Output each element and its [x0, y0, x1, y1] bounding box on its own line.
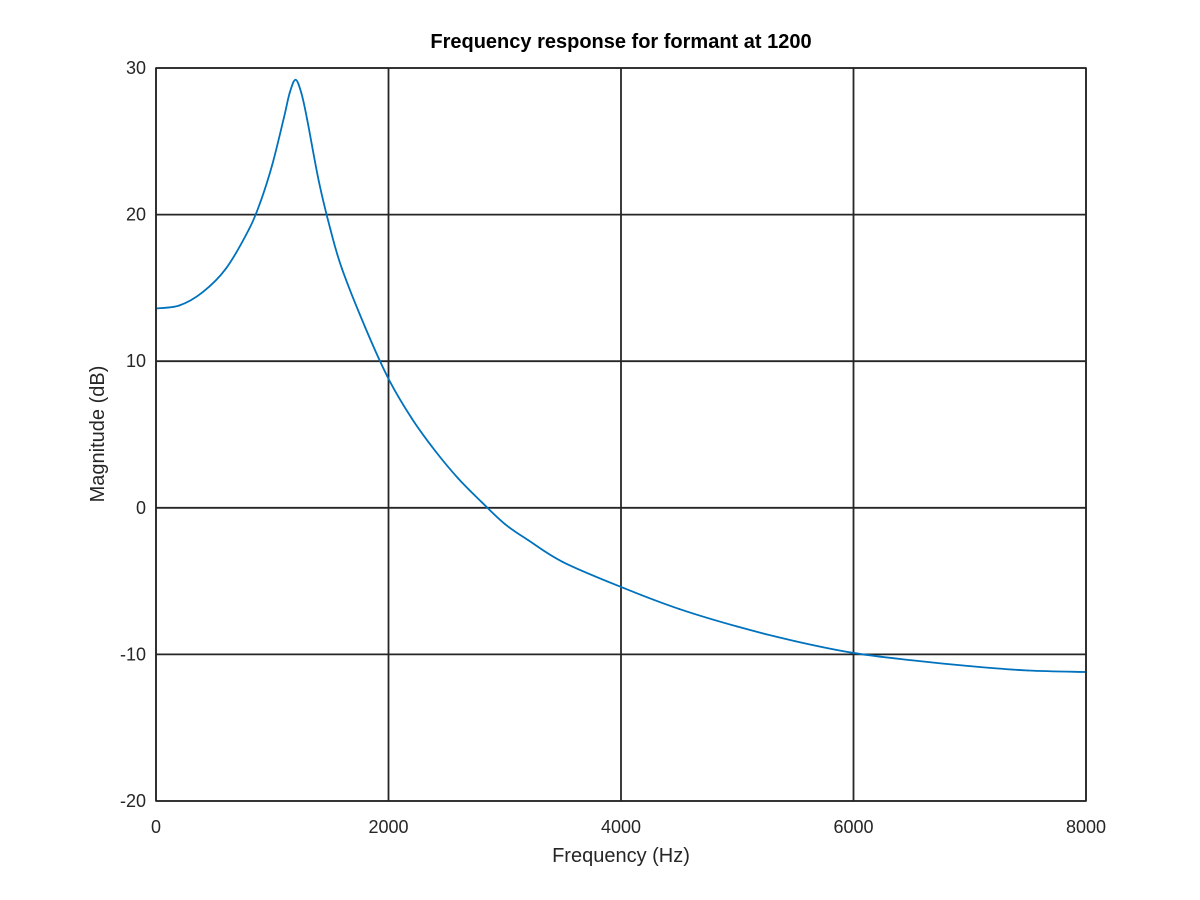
data-point — [1026, 669, 1029, 672]
data-point — [282, 116, 285, 119]
data-point — [410, 417, 413, 420]
y-tick-label: 0 — [136, 498, 146, 518]
x-tick-label: 0 — [151, 817, 161, 837]
data-point — [620, 586, 622, 588]
data-point — [968, 665, 971, 668]
x-tick-label: 8000 — [1066, 817, 1106, 837]
data-point — [271, 163, 274, 166]
data-point — [527, 539, 529, 541]
y-axis-ticks: -20 -10 0 10 20 30 — [120, 58, 146, 811]
data-point — [201, 291, 204, 294]
data-point — [300, 92, 303, 94]
data-point — [288, 92, 291, 94]
y-tick-label: 20 — [126, 205, 146, 225]
data-point — [341, 267, 343, 270]
y-axis-label: Magnitude (dB) — [87, 366, 109, 503]
x-tick-label: 4000 — [601, 817, 641, 837]
data-point — [364, 326, 367, 329]
data-point — [224, 267, 227, 270]
data-point — [259, 200, 262, 203]
data-point — [329, 228, 332, 231]
x-axis-label: Frequency (Hz) — [552, 845, 690, 867]
data-point — [503, 523, 506, 525]
data-point — [178, 304, 181, 307]
data-point — [387, 377, 390, 380]
y-tick-label: 10 — [126, 351, 146, 371]
data-point — [852, 652, 855, 654]
x-axis-ticks: 0 2000 4000 6000 8000 — [151, 817, 1106, 837]
data-point — [248, 228, 250, 231]
y-tick-label: 30 — [126, 58, 146, 78]
data-point — [678, 608, 681, 610]
y-tick-label: -20 — [120, 791, 146, 811]
data-point — [480, 501, 483, 503]
data-point — [794, 640, 797, 643]
data-point — [306, 118, 309, 121]
chart-title: Frequency response for formant at 1200 — [430, 31, 811, 53]
data-point — [910, 659, 913, 662]
x-tick-label: 2000 — [368, 817, 408, 837]
data-point — [736, 625, 739, 628]
series-layer — [155, 78, 1087, 673]
data-point — [294, 78, 297, 81]
y-tick-label: -10 — [120, 644, 146, 664]
data-point — [561, 561, 564, 563]
x-tick-label: 6000 — [833, 817, 873, 837]
data-point — [317, 179, 320, 182]
data-point — [434, 449, 436, 452]
data-point — [457, 477, 460, 480]
plot-frame — [155, 67, 1087, 802]
